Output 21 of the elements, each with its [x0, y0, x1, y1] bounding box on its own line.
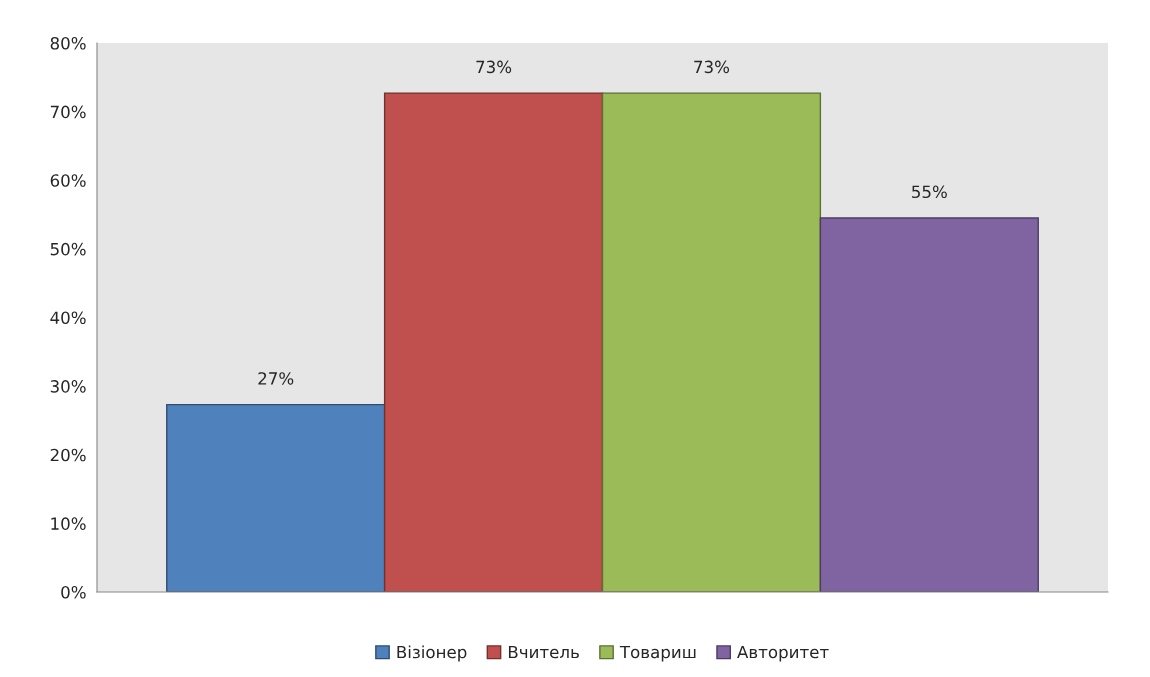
y-tick-label: 60% — [50, 174, 86, 187]
y-tick-label: 30% — [50, 380, 86, 393]
legend-label: Авторитет — [737, 645, 829, 662]
legend-label: Вчитель — [508, 645, 579, 659]
y-tick-label: 80% — [50, 36, 86, 50]
legend-label: Товариш — [619, 645, 696, 662]
y-tick-label: 50% — [50, 242, 86, 256]
y-tick-label: 10% — [51, 517, 86, 530]
data-label: 73% — [476, 60, 512, 74]
data-label: 55% — [912, 185, 947, 199]
y-tick-label: 0% — [61, 585, 86, 599]
data-label: 27% — [258, 372, 294, 385]
legend-label: Візіонер — [397, 645, 467, 662]
y-tick-label: 40% — [50, 311, 86, 325]
bar — [601, 92, 822, 592]
bar — [819, 217, 1039, 592]
bar — [383, 92, 604, 592]
y-tick-label: 70% — [50, 105, 86, 119]
data-label: 73% — [694, 60, 730, 74]
y-tick-label: 20% — [50, 448, 86, 462]
bar — [166, 403, 386, 592]
